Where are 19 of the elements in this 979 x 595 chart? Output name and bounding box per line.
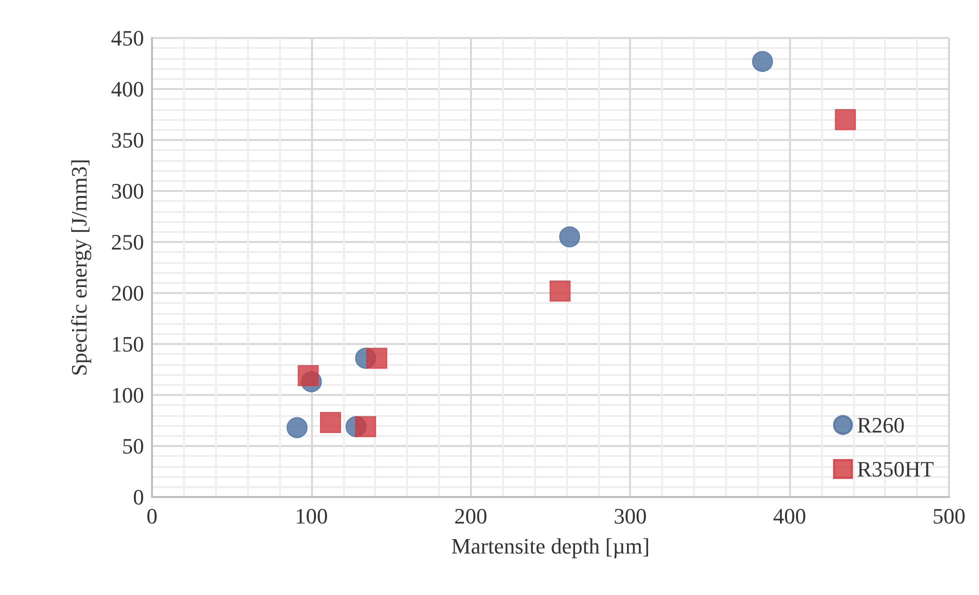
x-axis-title: Martensite depth [µm] [451,534,650,558]
y-tick-label: 200 [111,280,144,306]
x-tick-label: 300 [614,504,647,528]
y-axis-title: Specific energy [J/mm3] [66,158,92,376]
y-tick-label: 400 [111,76,144,102]
y-tick-label: 0 [133,484,144,510]
y-tick-label: 100 [111,382,144,408]
x-tick-label: 500 [932,504,966,528]
legend-label: R260 [857,412,905,438]
y-tick-label: 450 [111,26,144,50]
x-tick-label: 400 [773,504,806,528]
y-tick-label: 350 [111,128,144,152]
legend-label: R350HT [857,456,935,482]
y-tick-label: 50 [122,434,144,458]
y-tick-label: 300 [111,178,144,204]
x-tick-label: 100 [294,504,328,528]
y-tick-label: 150 [111,332,144,356]
y-tick-label: 250 [111,230,144,254]
x-tick-label: 200 [454,504,488,528]
